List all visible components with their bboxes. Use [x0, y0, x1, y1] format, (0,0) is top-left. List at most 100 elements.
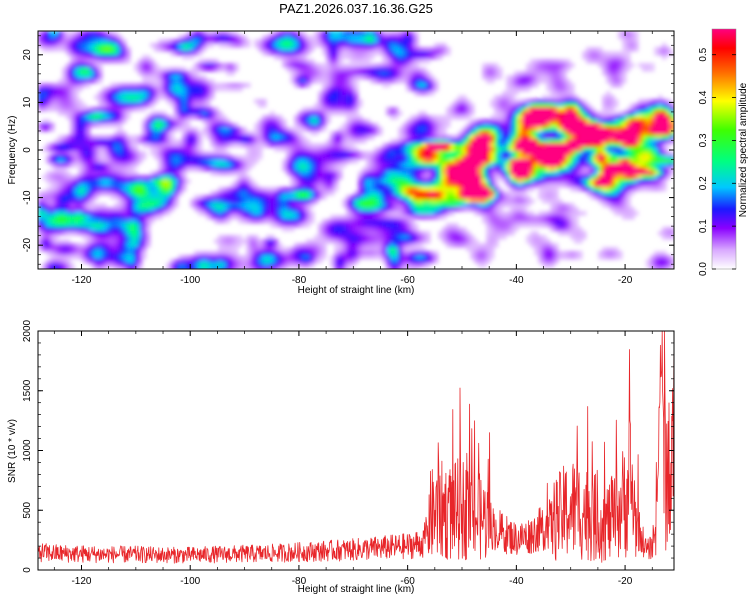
spectrogram-cell: [182, 83, 187, 88]
spectrogram-cell: [478, 151, 483, 156]
spectrogram-cell: [250, 203, 255, 208]
spectrogram-cell: [190, 155, 195, 160]
spectrogram-cell: [74, 83, 79, 88]
spectrogram-cell: [270, 243, 275, 248]
spectrogram-cell: [414, 199, 419, 204]
spectrogram-cell: [226, 163, 231, 168]
spectrogram-cell: [426, 131, 431, 136]
spectrogram-cell: [94, 43, 99, 48]
spectrogram-cell: [122, 51, 127, 56]
spectrogram-cell: [294, 59, 299, 64]
spectrogram-cell: [90, 195, 95, 200]
spectrogram-cell: [130, 203, 135, 208]
spectrogram-cell: [354, 127, 359, 132]
spectrogram-cell: [398, 211, 403, 216]
spectrogram-cell: [62, 111, 67, 116]
spectrogram-cell: [466, 195, 471, 200]
spectrogram-cell: [382, 223, 387, 228]
spectrogram-cell: [70, 243, 75, 248]
spectrogram-cell: [54, 215, 59, 220]
spectrogram-cell: [346, 203, 351, 208]
spectrogram-cell: [302, 255, 307, 260]
spectrogram-cell: [210, 79, 215, 84]
spectrogram-cell: [62, 107, 67, 112]
spectrogram-cell: [274, 191, 279, 196]
spectrogram-cell: [218, 215, 223, 220]
spectrogram-cell: [98, 223, 103, 228]
spectrogram-cell: [62, 259, 67, 264]
spectrogram-cell: [506, 203, 511, 208]
spectrogram-cell: [218, 207, 223, 212]
spectrogram-cell: [338, 227, 343, 232]
spectrogram-cell: [230, 167, 235, 172]
spectrogram-cell: [450, 155, 455, 160]
spectrogram-cell: [390, 251, 395, 256]
spectrogram-cell: [74, 91, 79, 96]
spectrogram-cell: [334, 107, 339, 112]
spectrogram-cell: [418, 183, 423, 188]
spectrogram-cell: [394, 147, 399, 152]
spectrogram-cell: [138, 87, 143, 92]
spectrogram-cell: [450, 195, 455, 200]
spectrogram-cell: [146, 199, 151, 204]
spectrogram-cell: [334, 259, 339, 264]
spectrogram-cell: [222, 115, 227, 120]
spectrogram-cell: [250, 199, 255, 204]
spectrogram-cell: [394, 243, 399, 248]
spectrogram-cell: [210, 259, 215, 264]
spectrogram-cell: [110, 159, 115, 164]
spectrogram-cell: [170, 139, 175, 144]
spectrogram-cell: [54, 167, 59, 172]
spectrogram-cell: [50, 159, 55, 164]
spectrogram-cell: [86, 171, 91, 176]
spectrogram-cell: [50, 147, 55, 152]
spectrogram-cell: [514, 119, 519, 124]
spectrogram-cell: [282, 63, 287, 68]
spectrogram-cell: [326, 171, 331, 176]
spectrogram-cell: [414, 215, 419, 220]
spectrogram-cell: [414, 247, 419, 252]
spectrogram-cell: [458, 187, 463, 192]
spectrogram-cell: [386, 59, 391, 64]
spectrogram-cell: [122, 263, 127, 268]
spectrogram-cell: [226, 255, 231, 260]
spectrogram-cell: [454, 203, 459, 208]
spectrogram-cell: [98, 259, 103, 264]
spectrogram-cell: [262, 219, 267, 224]
spectrogram-cell: [214, 39, 219, 44]
spectrogram-cell: [282, 247, 287, 252]
spectrogram-cell: [322, 115, 327, 120]
spectrogram-cell: [470, 247, 475, 252]
spectrogram-cell: [58, 263, 63, 268]
spectrogram-cell: [230, 195, 235, 200]
spectrogram-cell: [354, 219, 359, 224]
spectrogram-cell: [334, 243, 339, 248]
spectrogram-cell: [422, 135, 427, 140]
spectrogram-cell: [202, 163, 207, 168]
spectrogram-cell: [170, 99, 175, 104]
spectrogram-cell: [278, 47, 283, 52]
spectrogram-cell: [262, 127, 267, 132]
spectrogram-cell: [358, 123, 363, 128]
spectrogram-cell: [506, 151, 511, 156]
spectrogram-cell: [474, 251, 479, 256]
spectrogram-cell: [370, 167, 375, 172]
spectrogram-cell: [182, 107, 187, 112]
spectrogram-cell: [378, 179, 383, 184]
spectrogram-cell: [38, 211, 43, 216]
spectrogram-cell: [334, 31, 339, 36]
spectrogram-cell: [154, 195, 159, 200]
spectrogram-cell: [154, 191, 159, 196]
spectrogram-cell: [390, 219, 395, 224]
spectrogram-cell: [118, 251, 123, 256]
spectrogram-cell: [442, 51, 447, 56]
spectrogram-cell: [310, 175, 315, 180]
spectrogram-cell: [478, 143, 483, 148]
spectrogram-cell: [198, 39, 203, 44]
spectrogram-cell: [214, 203, 219, 208]
spectrogram-cell: [378, 215, 383, 220]
spectrogram-cell: [318, 255, 323, 260]
spectrogram-cell: [206, 43, 211, 48]
spectrogram-cell: [214, 67, 219, 72]
spectrogram-cell: [386, 71, 391, 76]
